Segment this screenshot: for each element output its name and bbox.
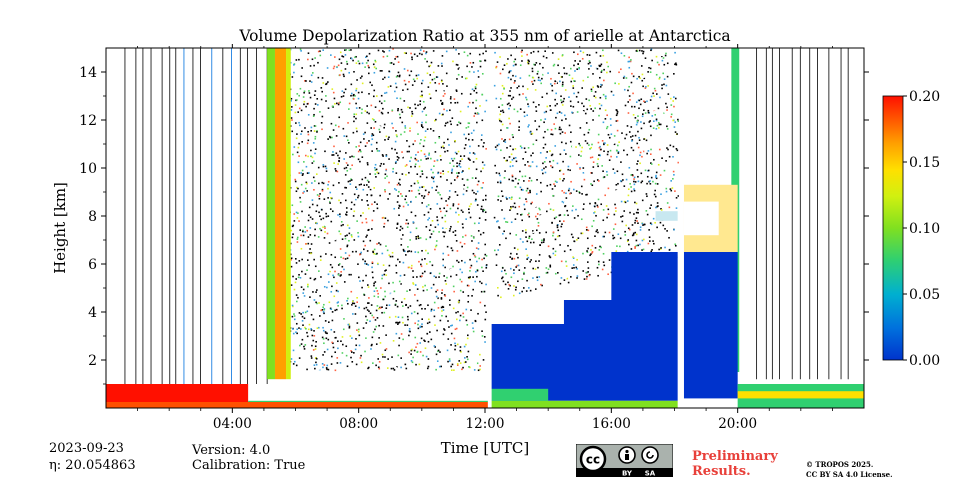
preliminary-line1: Preliminary [692, 449, 778, 464]
version-label: Version: 4.0 [192, 443, 271, 458]
plot-frame [105, 47, 865, 409]
preliminary-line2: Results. [692, 464, 751, 479]
y-tick-label: 12 [79, 113, 97, 129]
colorbar-tick-label: 0.15 [909, 155, 940, 171]
x-tick-label: 08:00 [339, 416, 378, 432]
colorbar-tick-label: 0.00 [909, 353, 940, 369]
green-layer-midday [491, 388, 549, 401]
calibration-label: Calibration: True [192, 458, 306, 473]
y-tick-label: 4 [88, 305, 97, 321]
colorbar-tick-label: 0.20 [909, 89, 940, 105]
colorbar-axis: 0.00 0.05 0.10 0.15 0.20 [903, 89, 940, 369]
license-line1: © TROPOS 2025. [806, 460, 874, 469]
low-depol-region-mid [563, 300, 678, 324]
sa-icon [641, 446, 659, 464]
noise-speckle [289, 48, 680, 372]
aerosol-left [106, 384, 249, 402]
transition-band-orange [274, 48, 287, 380]
plot-area [106, 48, 864, 408]
y-tick-label: 10 [79, 161, 97, 177]
cc-icon [579, 445, 607, 473]
data-gap-2 [678, 48, 683, 408]
cloud-center [683, 201, 719, 236]
surface-thin-morning [248, 400, 489, 402]
eta-label: η: 20.054863 [49, 458, 136, 473]
x-tick-label: 16:00 [592, 416, 631, 432]
y-axis: 2 4 6 8 10 12 14 [79, 65, 869, 385]
low-depol-region-lower [491, 324, 678, 401]
surface-base-midday [491, 400, 678, 408]
date-label: 2023-09-23 [49, 441, 124, 456]
x-tick-label: 12:00 [466, 416, 505, 432]
y-tick-label: 8 [88, 209, 97, 225]
cc-icon-text: cc [586, 453, 600, 467]
low-depol-evening [683, 252, 738, 399]
colorbar-tick-label: 0.05 [909, 287, 940, 303]
cc-sa-label: SA [645, 470, 656, 478]
profile-lines-evening [756, 48, 849, 380]
colorbar [882, 95, 904, 361]
x-axis: 04:00 08:00 12:00 16:00 20:00 [137, 44, 833, 432]
low-depol-region-upper [611, 252, 678, 300]
x-tick-label: 04:00 [213, 416, 252, 432]
transition-band-yellow [286, 48, 291, 380]
x-tick-label: 20:00 [718, 416, 757, 432]
y-axis-label: Height [km] [51, 182, 69, 274]
cloud-edge [655, 211, 678, 221]
cc-by-label: BY [622, 470, 633, 478]
profile-lines-morning [124, 48, 268, 384]
orange-layer-evening [737, 391, 864, 399]
data-gap-1 [487, 48, 492, 408]
preliminary-notice: Preliminary Results. [692, 449, 778, 479]
transition-band-green [267, 48, 275, 380]
x-axis-label: Time [UTC] [441, 439, 530, 457]
cc-license-badge: cc BY SA [575, 443, 674, 478]
license-line2: CC BY SA 4.0 License. [806, 470, 893, 479]
chart-title: Volume Depolarization Ratio at 355 nm of… [238, 27, 730, 45]
colorbar-tick-label: 0.10 [909, 221, 940, 237]
y-tick-label: 2 [88, 353, 97, 369]
license-notice: © TROPOS 2025. CC BY SA 4.0 License. [806, 460, 893, 480]
y-tick-label: 6 [88, 257, 97, 273]
y-tick-label: 14 [79, 65, 97, 81]
surface-base-morning [106, 402, 489, 408]
